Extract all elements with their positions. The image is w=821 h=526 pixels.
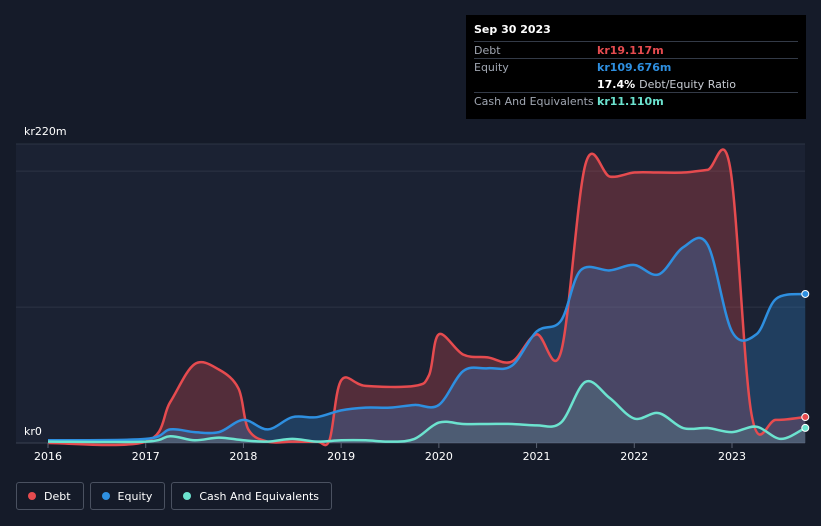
series-line-cash-and-equivalents bbox=[47, 379, 806, 444]
x-tick-label: 2020 bbox=[425, 450, 453, 463]
legend-item-debt[interactable]: Debt bbox=[16, 482, 84, 510]
legend-cash-dot-icon bbox=[183, 492, 192, 500]
tooltip-debt-value: kr19.117m bbox=[597, 44, 664, 57]
legend-cash-label: Cash And Equivalents bbox=[199, 489, 319, 503]
legend: Debt Equity Cash And Equivalents bbox=[16, 482, 332, 510]
y-axis-min-label: kr0 bbox=[24, 425, 42, 438]
x-axis: 2016 2017 2018 2019 2020 2021 2022 2023 bbox=[34, 443, 746, 463]
tooltip-cash-value: kr11.110m bbox=[597, 95, 664, 108]
tooltip-equity-label: Equity bbox=[474, 61, 509, 74]
x-tick-label: 2022 bbox=[620, 450, 648, 463]
x-tick-label: 2023 bbox=[718, 450, 746, 463]
tooltip-debt-label: Debt bbox=[474, 44, 501, 57]
series-line-equity bbox=[47, 236, 806, 442]
tooltip-cash-label: Cash And Equivalents bbox=[474, 95, 594, 108]
series-end-marker-equity bbox=[801, 289, 810, 298]
area-layer bbox=[48, 149, 806, 446]
plot-background bbox=[16, 144, 805, 443]
line-layer bbox=[47, 148, 806, 447]
tooltip-ratio-value: 17.4% bbox=[597, 78, 636, 91]
tooltip-row-debt: Debt kr19.117m bbox=[474, 41, 798, 58]
series-area-cash-and-equivalents bbox=[48, 381, 806, 443]
legend-item-equity[interactable]: Equity bbox=[89, 482, 166, 510]
legend-debt-label: Debt bbox=[44, 489, 71, 503]
series-area-equity bbox=[48, 237, 806, 443]
tooltip-row-equity: Equity kr109.676m bbox=[474, 58, 798, 75]
legend-equity-label: Equity bbox=[117, 489, 153, 503]
x-tick-label: 2018 bbox=[229, 450, 257, 463]
x-tick-label: 2017 bbox=[132, 450, 160, 463]
data-tooltip: Sep 30 2023 Debt kr19.117m Equity kr109.… bbox=[466, 15, 806, 119]
x-tick-label: 2016 bbox=[34, 450, 62, 463]
tooltip-equity-value: kr109.676m bbox=[597, 61, 672, 74]
y-axis-max-label: kr220m bbox=[24, 125, 67, 138]
tooltip-ratio-label: Debt/Equity Ratio bbox=[639, 78, 736, 91]
tooltip-date: Sep 30 2023 bbox=[474, 23, 551, 36]
x-tick-label: 2021 bbox=[523, 450, 551, 463]
legend-equity-dot-icon bbox=[101, 492, 110, 500]
tooltip-row-cash: Cash And Equivalents kr11.110m bbox=[474, 92, 798, 109]
series-end-marker-cash-and-equivalents bbox=[801, 423, 810, 432]
x-tick-label: 2019 bbox=[327, 450, 355, 463]
series-end-marker-debt bbox=[801, 413, 810, 422]
tooltip-row-ratio: 17.4% Debt/Equity Ratio bbox=[474, 75, 798, 92]
grid-layer bbox=[16, 143, 805, 444]
marker-layer bbox=[801, 289, 810, 432]
legend-debt-dot-icon bbox=[28, 492, 36, 500]
series-line-debt bbox=[47, 148, 806, 447]
legend-item-cash[interactable]: Cash And Equivalents bbox=[171, 482, 332, 510]
series-area-debt bbox=[48, 149, 806, 446]
